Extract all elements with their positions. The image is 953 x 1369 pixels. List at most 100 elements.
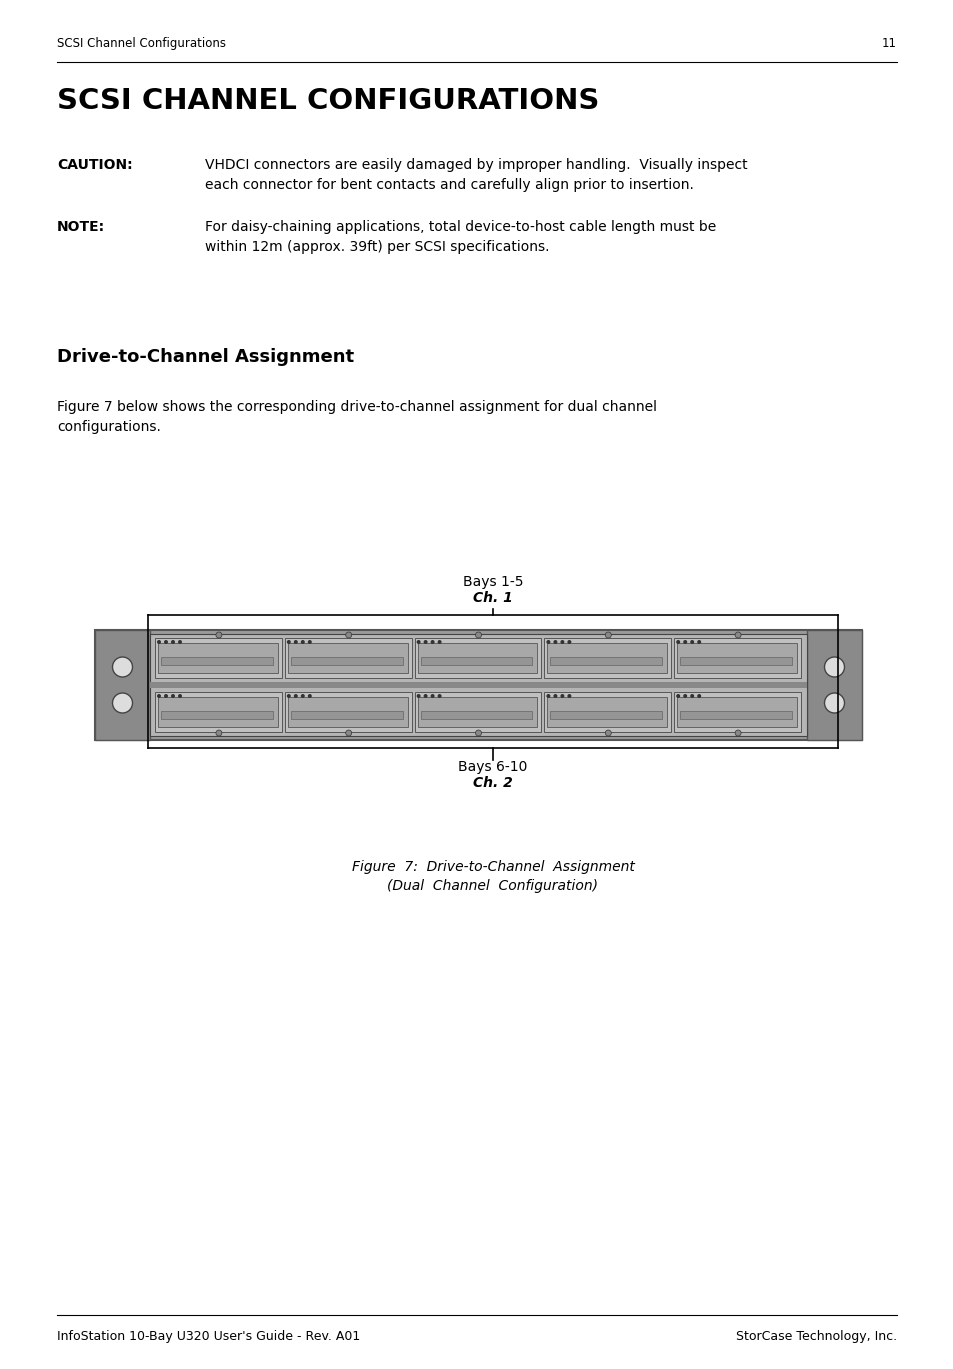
Circle shape bbox=[689, 639, 694, 643]
Circle shape bbox=[294, 694, 297, 698]
Circle shape bbox=[157, 639, 161, 643]
Circle shape bbox=[682, 694, 686, 698]
Circle shape bbox=[567, 694, 571, 698]
Circle shape bbox=[437, 694, 441, 698]
Bar bbox=[158, 643, 277, 674]
Circle shape bbox=[345, 632, 352, 638]
Circle shape bbox=[416, 639, 420, 643]
Bar bbox=[544, 638, 671, 678]
Bar bbox=[291, 657, 402, 665]
Bar bbox=[154, 638, 281, 678]
Text: configurations.: configurations. bbox=[57, 420, 161, 434]
Bar bbox=[154, 691, 281, 732]
Bar bbox=[679, 657, 791, 665]
Bar bbox=[291, 711, 402, 719]
Bar bbox=[415, 638, 541, 678]
Bar bbox=[417, 697, 537, 727]
Circle shape bbox=[823, 693, 843, 713]
Text: VHDCI connectors are easily damaged by improper handling.  Visually inspect: VHDCI connectors are easily damaged by i… bbox=[205, 157, 747, 172]
Circle shape bbox=[553, 639, 557, 643]
Circle shape bbox=[157, 694, 161, 698]
Bar bbox=[285, 638, 411, 678]
Text: Ch. 2: Ch. 2 bbox=[473, 776, 513, 790]
Bar bbox=[158, 697, 277, 727]
Circle shape bbox=[559, 694, 564, 698]
Circle shape bbox=[171, 639, 174, 643]
Circle shape bbox=[308, 694, 312, 698]
Circle shape bbox=[430, 639, 435, 643]
Text: CAUTION:: CAUTION: bbox=[57, 157, 132, 172]
Text: 11: 11 bbox=[882, 37, 896, 51]
Bar bbox=[288, 643, 407, 674]
Bar bbox=[95, 630, 150, 741]
Circle shape bbox=[294, 639, 297, 643]
Bar bbox=[674, 638, 801, 678]
Bar bbox=[547, 643, 666, 674]
Circle shape bbox=[112, 657, 132, 678]
Bar bbox=[288, 697, 407, 727]
Circle shape bbox=[475, 632, 481, 638]
Bar bbox=[285, 691, 411, 732]
Circle shape bbox=[682, 639, 686, 643]
Text: SCSI CHANNEL CONFIGURATIONS: SCSI CHANNEL CONFIGURATIONS bbox=[57, 88, 598, 115]
Text: Ch. 1: Ch. 1 bbox=[473, 591, 513, 605]
Text: each connector for bent contacts and carefully align prior to insertion.: each connector for bent contacts and car… bbox=[205, 178, 693, 192]
Text: Figure  7:  Drive-to-Channel  Assignment: Figure 7: Drive-to-Channel Assignment bbox=[352, 860, 634, 873]
Bar bbox=[95, 630, 862, 741]
Circle shape bbox=[604, 730, 611, 737]
Bar bbox=[679, 711, 791, 719]
Circle shape bbox=[546, 639, 550, 643]
Circle shape bbox=[823, 657, 843, 678]
Circle shape bbox=[567, 639, 571, 643]
Bar bbox=[415, 691, 541, 732]
Circle shape bbox=[676, 639, 679, 643]
Bar bbox=[677, 697, 796, 727]
Text: Bays 6-10: Bays 6-10 bbox=[457, 760, 527, 773]
Circle shape bbox=[423, 694, 427, 698]
Text: Figure 7 below shows the corresponding drive-to-channel assignment for dual chan: Figure 7 below shows the corresponding d… bbox=[57, 400, 657, 413]
Circle shape bbox=[112, 693, 132, 713]
Circle shape bbox=[215, 632, 222, 638]
Circle shape bbox=[287, 694, 291, 698]
Circle shape bbox=[559, 639, 564, 643]
Circle shape bbox=[423, 639, 427, 643]
Circle shape bbox=[430, 694, 435, 698]
Circle shape bbox=[689, 694, 694, 698]
Bar bbox=[806, 630, 862, 741]
Text: SCSI Channel Configurations: SCSI Channel Configurations bbox=[57, 37, 226, 51]
Bar bbox=[547, 697, 666, 727]
Circle shape bbox=[735, 730, 740, 737]
Circle shape bbox=[475, 730, 481, 737]
Circle shape bbox=[215, 730, 222, 737]
Text: Drive-to-Channel Assignment: Drive-to-Channel Assignment bbox=[57, 348, 354, 366]
Circle shape bbox=[604, 632, 611, 638]
Bar bbox=[544, 691, 671, 732]
Circle shape bbox=[735, 632, 740, 638]
Text: (Dual  Channel  Configuration): (Dual Channel Configuration) bbox=[387, 879, 598, 893]
Bar bbox=[420, 711, 532, 719]
Circle shape bbox=[553, 694, 557, 698]
Circle shape bbox=[164, 639, 168, 643]
Circle shape bbox=[164, 694, 168, 698]
Bar bbox=[420, 657, 532, 665]
Bar bbox=[550, 711, 661, 719]
Bar bbox=[150, 682, 806, 689]
Text: Bays 1-5: Bays 1-5 bbox=[462, 575, 522, 589]
Text: within 12m (approx. 39ft) per SCSI specifications.: within 12m (approx. 39ft) per SCSI speci… bbox=[205, 240, 549, 255]
Circle shape bbox=[300, 694, 304, 698]
Circle shape bbox=[697, 694, 700, 698]
Text: InfoStation 10-Bay U320 User's Guide - Rev. A01: InfoStation 10-Bay U320 User's Guide - R… bbox=[57, 1331, 360, 1343]
Bar bbox=[550, 657, 661, 665]
Circle shape bbox=[171, 694, 174, 698]
Bar bbox=[161, 711, 273, 719]
Circle shape bbox=[287, 639, 291, 643]
Circle shape bbox=[300, 639, 304, 643]
Circle shape bbox=[676, 694, 679, 698]
Circle shape bbox=[437, 639, 441, 643]
Text: NOTE:: NOTE: bbox=[57, 220, 105, 234]
Circle shape bbox=[178, 639, 182, 643]
Text: For daisy-chaining applications, total device-to-host cable length must be: For daisy-chaining applications, total d… bbox=[205, 220, 716, 234]
Circle shape bbox=[308, 639, 312, 643]
Bar bbox=[150, 634, 806, 737]
Circle shape bbox=[416, 694, 420, 698]
